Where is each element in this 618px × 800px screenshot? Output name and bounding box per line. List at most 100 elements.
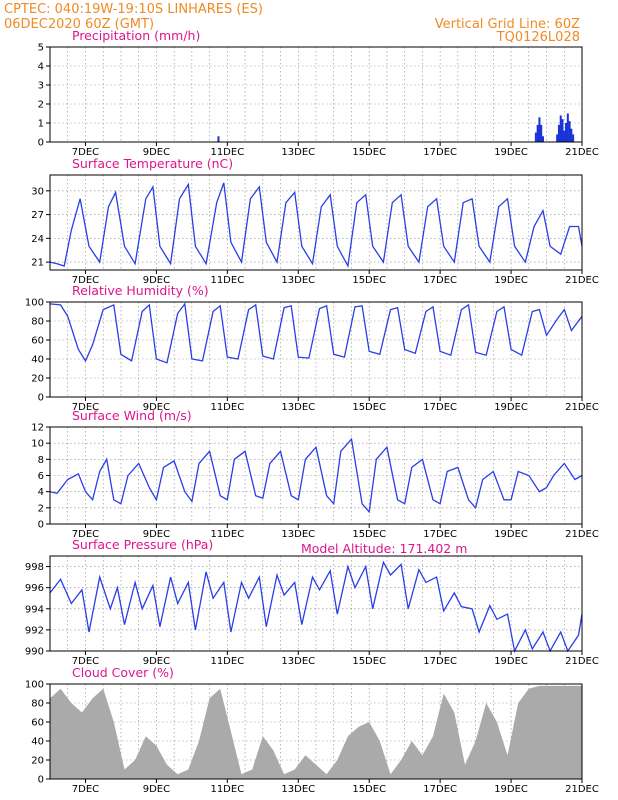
temp-xtick-label: 13DEC xyxy=(281,275,315,286)
precip-xtick-label: 13DEC xyxy=(281,147,315,158)
precip-frame xyxy=(49,46,583,143)
pressure-ytick-label: 998 xyxy=(25,562,44,573)
precip-ytick-label: 4 xyxy=(38,62,44,73)
precip-bar xyxy=(540,124,543,142)
rh-ytick-label: 20 xyxy=(31,374,44,385)
temp-xtick-label: 21DEC xyxy=(565,275,599,286)
precip-bar xyxy=(557,124,560,142)
pressure-ytick-label: 990 xyxy=(25,647,44,658)
precip-bar xyxy=(534,132,537,142)
cloud-ytick-label: 0 xyxy=(38,775,44,786)
precip-bar xyxy=(541,136,544,142)
wind-ytick-label: 4 xyxy=(38,487,44,498)
precip-xtick-label: 7DEC xyxy=(72,147,99,158)
header-grid-line: Vertical Grid Line: 60Z xyxy=(435,17,580,32)
rh-ytick-label: 100 xyxy=(25,298,44,309)
cloud-xtick-label: 11DEC xyxy=(210,784,244,795)
temp-xtick-label: 15DEC xyxy=(352,275,386,286)
precip-ytick-label: 2 xyxy=(38,100,44,111)
precip-xtick-label: 15DEC xyxy=(352,147,386,158)
rh-title: Relative Humidity (%) xyxy=(72,283,209,298)
temp-xtick-label: 17DEC xyxy=(423,275,457,286)
header-location: CPTEC: 040:19W-19:10S LINHARES (ES) xyxy=(4,2,263,17)
precip-bar xyxy=(563,130,566,142)
precip-bar xyxy=(568,121,571,142)
rh-xtick-label: 11DEC xyxy=(210,402,244,413)
temp-xtick-label: 9DEC xyxy=(143,275,170,286)
temp-title: Surface Temperature (nC) xyxy=(72,156,233,171)
wind-ytick-label: 8 xyxy=(38,455,44,466)
temp-ytick-label: 30 xyxy=(31,186,44,197)
temp-ytick-label: 24 xyxy=(31,234,44,245)
pressure-title: Surface Pressure (hPa) xyxy=(72,537,213,552)
pressure-xtick-label: 7DEC xyxy=(72,656,99,667)
precip-ytick-label: 3 xyxy=(38,81,44,92)
temp-ytick-label: 27 xyxy=(31,210,44,221)
precip-bar xyxy=(566,113,569,142)
wind-line xyxy=(49,437,583,514)
precip-xtick-label: 11DEC xyxy=(210,147,244,158)
cloud-ytick-label: 60 xyxy=(31,718,44,729)
precip-bar xyxy=(561,119,564,142)
temp-xtick-label: 11DEC xyxy=(210,275,244,286)
rh-xtick-label: 7DEC xyxy=(72,402,99,413)
precip-bar xyxy=(570,128,573,142)
rh-xtick-label: 13DEC xyxy=(281,402,315,413)
pressure-xtick-label: 11DEC xyxy=(210,656,244,667)
pressure-ytick-label: 996 xyxy=(25,583,44,594)
pressure-ytick-label: 994 xyxy=(25,604,44,615)
cloud-ytick-label: 80 xyxy=(31,699,44,710)
wind-ytick-label: 0 xyxy=(38,520,44,531)
precip-ytick-label: 0 xyxy=(38,138,44,149)
cloud-xtick-label: 7DEC xyxy=(72,784,99,795)
cloud-ytick-label: 100 xyxy=(25,680,44,691)
pressure-xtick-label: 15DEC xyxy=(352,656,386,667)
rh-ytick-label: 40 xyxy=(31,355,44,366)
cloud-xtick-label: 21DEC xyxy=(565,784,599,795)
cloud-xtick-label: 19DEC xyxy=(494,784,528,795)
precip-xtick-label: 9DEC xyxy=(143,147,170,158)
precip-bar xyxy=(538,117,541,142)
rh-xtick-label: 9DEC xyxy=(143,402,170,413)
cloud-xtick-label: 13DEC xyxy=(281,784,315,795)
rh-frame xyxy=(49,301,583,398)
rh-xtick-label: 21DEC xyxy=(565,402,599,413)
wind-xtick-label: 19DEC xyxy=(494,529,528,540)
wind-xtick-label: 17DEC xyxy=(423,529,457,540)
rh-xtick-label: 15DEC xyxy=(352,402,386,413)
pressure-line xyxy=(49,560,583,653)
model-altitude: Model Altitude: 171.402 m xyxy=(301,541,467,556)
precip-bar xyxy=(536,124,539,142)
precip-ytick-label: 5 xyxy=(38,43,44,54)
header-run-date: 06DEC2020 60Z (GMT) xyxy=(4,17,154,32)
precip-xtick-label: 17DEC xyxy=(423,147,457,158)
rh-ytick-label: 0 xyxy=(38,393,44,404)
header-code: TQ0126L028 xyxy=(496,30,580,45)
rh-xtick-label: 19DEC xyxy=(494,402,528,413)
rh-ytick-label: 80 xyxy=(31,317,44,328)
precip-bar xyxy=(559,115,562,142)
temp-ytick-label: 21 xyxy=(31,258,44,269)
wind-xtick-label: 21DEC xyxy=(565,529,599,540)
cloud-ytick-label: 20 xyxy=(31,756,44,767)
cloud-xtick-label: 17DEC xyxy=(423,784,457,795)
wind-xtick-label: 13DEC xyxy=(281,529,315,540)
wind-xtick-label: 9DEC xyxy=(143,529,170,540)
cloud-xtick-label: 15DEC xyxy=(352,784,386,795)
precip-bar xyxy=(572,134,575,142)
pressure-xtick-label: 21DEC xyxy=(565,656,599,667)
temp-xtick-label: 7DEC xyxy=(72,275,99,286)
wind-xtick-label: 11DEC xyxy=(210,529,244,540)
precip-xtick-label: 19DEC xyxy=(494,147,528,158)
wind-ytick-label: 10 xyxy=(31,439,44,450)
precip-ytick-label: 1 xyxy=(38,119,44,130)
wind-ytick-label: 6 xyxy=(38,471,44,482)
pressure-xtick-label: 13DEC xyxy=(281,656,315,667)
wind-xtick-label: 15DEC xyxy=(352,529,386,540)
precip-title: Precipitation (mm/h) xyxy=(72,28,200,43)
pressure-frame xyxy=(49,555,583,652)
rh-xtick-label: 17DEC xyxy=(423,402,457,413)
cloud-frame xyxy=(49,683,583,780)
wind-ytick-label: 2 xyxy=(38,503,44,514)
